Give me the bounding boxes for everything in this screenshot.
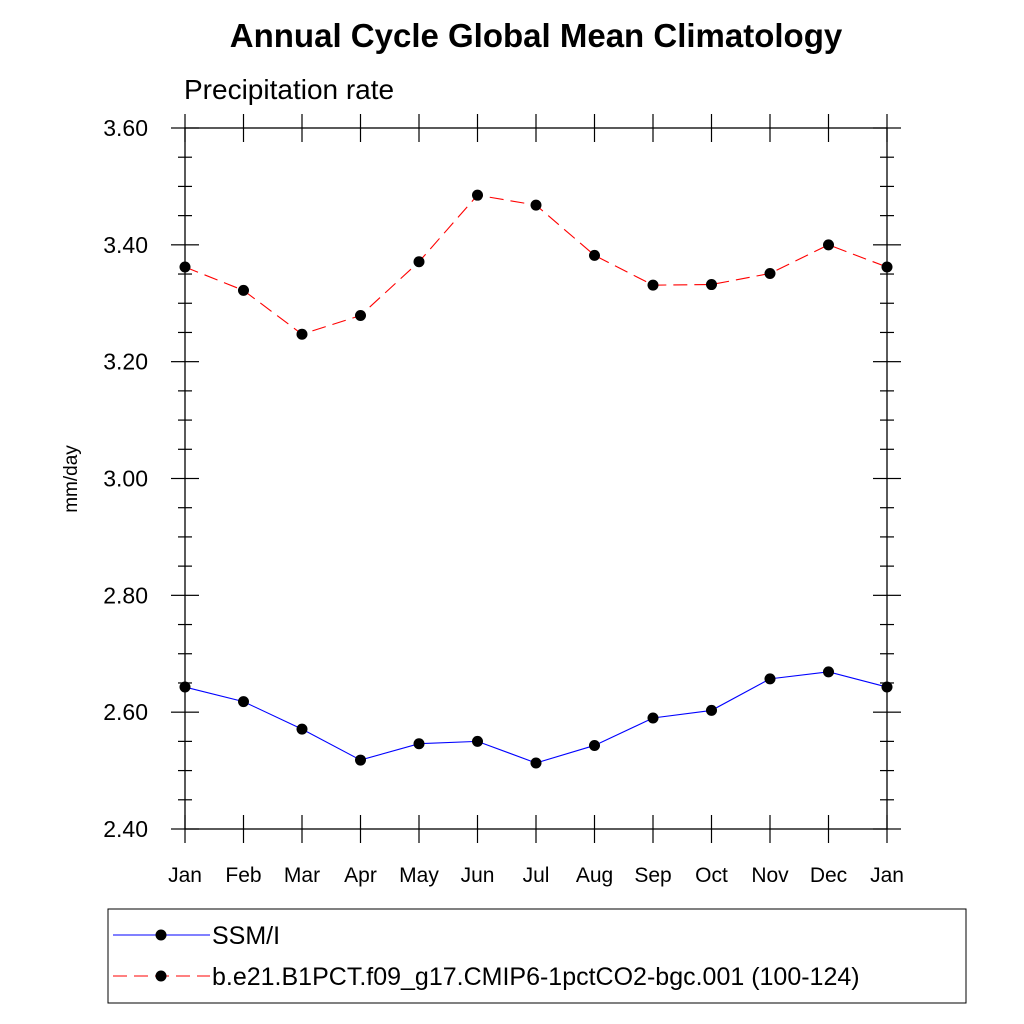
series-0-point	[823, 666, 834, 678]
series-1-point	[647, 279, 659, 291]
series-1-point	[296, 328, 308, 340]
y-tick-label: 2.40	[103, 816, 148, 842]
x-tick-label: Nov	[751, 864, 789, 887]
series-1-point	[413, 256, 425, 268]
series-0-point	[706, 704, 717, 716]
series-1-point	[881, 261, 893, 273]
series-1-point	[530, 199, 542, 211]
series-0-point	[647, 712, 659, 724]
y-tick-label: 3.00	[103, 466, 148, 492]
legend-marker-ssmi	[155, 929, 167, 941]
series-1-point	[355, 310, 366, 322]
series-1-point	[472, 189, 483, 201]
y-tick-label: 3.60	[103, 115, 148, 141]
series-0-point	[472, 735, 483, 747]
series-0-point	[296, 723, 308, 735]
x-tick-label: Jan	[168, 864, 202, 887]
legend-box	[107, 908, 967, 1004]
x-tick-label: Apr	[344, 864, 377, 887]
x-tick-label: Oct	[695, 864, 728, 887]
series-1-point	[706, 279, 717, 291]
legend: SSM/I b.e21.B1PCT.f09_g17.CMIP6-1pctCO2-…	[107, 908, 967, 1004]
series-line-0	[184, 671, 888, 764]
series-1-point	[589, 249, 600, 261]
series-0-point	[413, 738, 425, 750]
series-0-point	[530, 757, 542, 769]
x-tick-label: Jan	[870, 864, 904, 887]
x-tick-label: Aug	[576, 864, 613, 887]
chart-subtitle: Precipitation rate	[184, 74, 394, 105]
x-tick-label: Jun	[461, 864, 495, 887]
series-1-point	[179, 261, 191, 273]
y-tick-labels: 2.40 2.60 2.80 3.00 3.20 3.40 3.60	[103, 115, 148, 842]
series-layer	[179, 189, 893, 769]
series-0-point	[589, 739, 600, 751]
y-tick-label: 3.20	[103, 349, 148, 375]
series-0-point	[764, 673, 776, 685]
series-0-point	[179, 681, 191, 693]
series-1-point	[238, 284, 249, 296]
series-0-point	[881, 681, 893, 693]
series-line-1	[184, 194, 888, 335]
x-tick-label: May	[399, 864, 439, 887]
x-tick-label: Dec	[810, 864, 847, 887]
x-tick-label: Sep	[634, 864, 671, 887]
y-tick-label: 3.40	[103, 232, 148, 258]
series-0-point	[238, 696, 249, 708]
series-1-point	[764, 267, 776, 279]
legend-marker-model	[155, 970, 167, 982]
chart-title: Annual Cycle Global Mean Climatology	[230, 17, 843, 54]
x-tick-labels: Jan Feb Mar Apr May Jun Jul Aug Sep Oct Nov Dec Jan	[168, 864, 904, 887]
series-1-point	[823, 239, 834, 251]
legend-label-ssmi: SSM/I	[212, 922, 280, 950]
x-tick-label: Feb	[225, 864, 261, 887]
legend-label-model: b.e21.B1PCT.f09_g17.CMIP6-1pctCO2-bgc.00…	[212, 963, 860, 991]
axis-ticks	[171, 114, 901, 843]
x-tick-label: Mar	[284, 864, 320, 887]
y-axis-label: mm/day	[61, 445, 82, 513]
y-tick-label: 2.80	[103, 582, 148, 608]
series-0-point	[355, 754, 366, 766]
x-tick-label: Jul	[523, 864, 550, 887]
y-tick-label: 2.60	[103, 699, 148, 725]
